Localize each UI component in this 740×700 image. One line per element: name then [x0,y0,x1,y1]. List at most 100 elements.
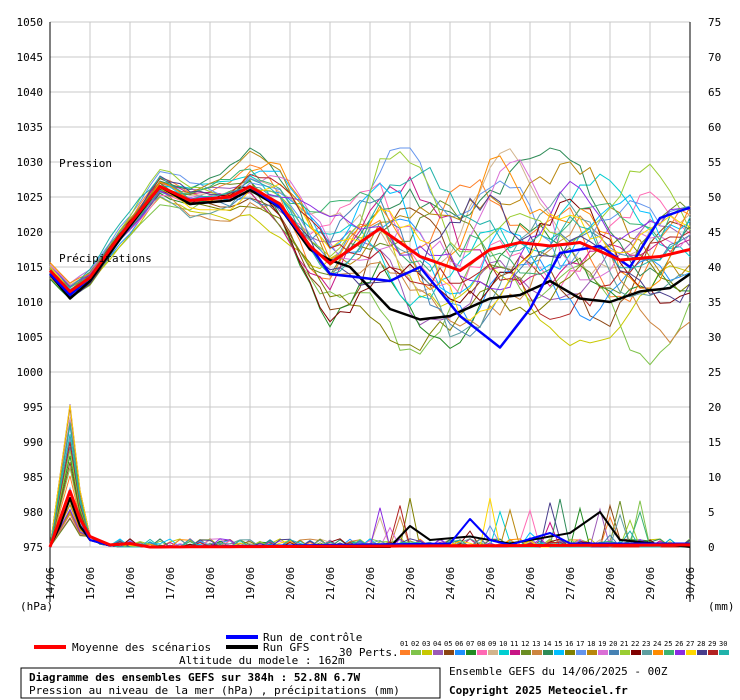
pressure-label: Pression [59,157,112,170]
pert-swatch [598,650,608,655]
chart-title: Diagramme des ensembles GEFS sur 384h : … [29,671,361,684]
pert-number: 01 [400,640,408,648]
pressure-pert-line [49,147,691,285]
pert-number: 07 [466,640,474,648]
pert-number: 02 [411,640,419,648]
legend-perturbation-swatches: 01 02 03 04 05 06 07 08 09 10 11 12 13 14 15 16 17 18 19 20… [400,640,729,655]
axis-labels: 975 0 980 5 985 10 990 15 995 20 1000 25 1005 30 1010 3… [17,16,722,600]
x-tick: 14/06 [44,567,57,600]
info-box [20,667,441,699]
y-tick-right: 60 [708,121,721,134]
pert-number: 04 [433,640,441,648]
pert-number: 10 [499,640,507,648]
y-tick-left: 1015 [17,261,44,274]
altitude-label: Altitude du modele : 162m [179,654,345,667]
pert-swatch [609,650,619,655]
pert-number: 24 [653,640,661,648]
y-tick-left: 995 [23,401,43,414]
x-tick: 16/06 [124,567,137,600]
pert-number: 22 [631,640,639,648]
pert-swatch [576,650,586,655]
y-tick-left: 1035 [17,121,44,134]
y-tick-right: 40 [708,261,721,274]
pert-number: 30 [719,640,727,648]
pert-swatch [521,650,531,655]
pert-swatch [422,650,432,655]
y-tick-left: 1045 [17,51,44,64]
x-tick: 19/06 [244,567,257,600]
y-tick-left: 975 [23,541,43,554]
y-tick-right: 35 [708,296,721,309]
pert-swatch [433,650,443,655]
pert-number: 03 [422,640,430,648]
run-info: Ensemble GEFS du 14/06/2025 - 00Z [449,665,668,678]
pert-swatch [664,650,674,655]
pert-number: 12 [521,640,529,648]
pert-swatch [631,650,641,655]
pressure-pert-line [49,151,691,292]
pert-swatch [653,650,663,655]
y-tick-right: 75 [708,16,721,29]
x-tick: 17/06 [164,567,177,600]
pert-number: 26 [675,640,683,648]
pert-swatch [697,650,707,655]
pert-swatch [642,650,652,655]
y-tick-left: 1050 [17,16,44,29]
pert-number: 08 [477,640,485,648]
x-tick: 22/06 [364,567,377,600]
pressure-perturbation-series [49,147,691,366]
x-tick: 25/06 [484,567,497,600]
y-tick-left: 1025 [17,191,44,204]
pressure-pert-line [49,188,691,366]
pressure-pert-line [49,150,691,289]
pert-number: 28 [697,640,705,648]
pert-number: 20 [609,640,617,648]
pert-swatch [675,650,685,655]
pert-swatch [587,650,597,655]
pert-swatch [466,650,476,655]
y-tick-right: 30 [708,331,721,344]
pert-swatch [488,650,498,655]
pert-swatch [708,650,718,655]
pert-swatch [532,650,542,655]
y-tick-left: 1030 [17,156,44,169]
pert-swatch [455,650,465,655]
pressure-pert-line [49,180,691,291]
pert-number: 29 [708,640,716,648]
pert-number: 17 [576,640,584,648]
pert-number: 06 [455,640,463,648]
pert-number: 27 [686,640,694,648]
copyright: Copyright 2025 Meteociel.fr [449,684,628,697]
right-unit-label: (mm) [708,600,735,613]
y-tick-right: 20 [708,401,721,414]
pert-number: 23 [642,640,650,648]
pert-swatch [499,650,509,655]
x-tick: 26/06 [524,567,537,600]
x-tick: 20/06 [284,567,297,600]
pert-swatch [620,650,630,655]
x-tick: 18/06 [204,567,217,600]
chart-subtitle: Pression au niveau de la mer (hPa) , pré… [29,684,400,697]
pressure-pert-line [49,166,691,289]
pert-swatch [719,650,729,655]
left-unit-label: (hPa) [20,600,53,613]
pert-number: 05 [444,640,452,648]
x-tick: 28/06 [604,567,617,600]
y-tick-right: 45 [708,226,721,239]
pert-number: 13 [532,640,540,648]
pert-number: 09 [488,640,496,648]
mean-pressure-line [48,185,691,293]
y-tick-left: 980 [23,506,43,519]
legend-control-label: Run de contrôle [263,631,362,644]
y-tick-left: 1000 [17,366,44,379]
pert-swatch [411,650,421,655]
pert-swatch [510,650,520,655]
legend-mean-label: Moyenne des scénarios [72,641,211,654]
legend: Moyenne des scénarios Run de contrôle Ru… [34,631,729,659]
pert-number: 14 [543,640,551,648]
mean-precip-line [48,489,690,549]
y-tick-left: 990 [23,436,43,449]
y-tick-right: 55 [708,156,721,169]
y-tick-left: 1005 [17,331,44,344]
